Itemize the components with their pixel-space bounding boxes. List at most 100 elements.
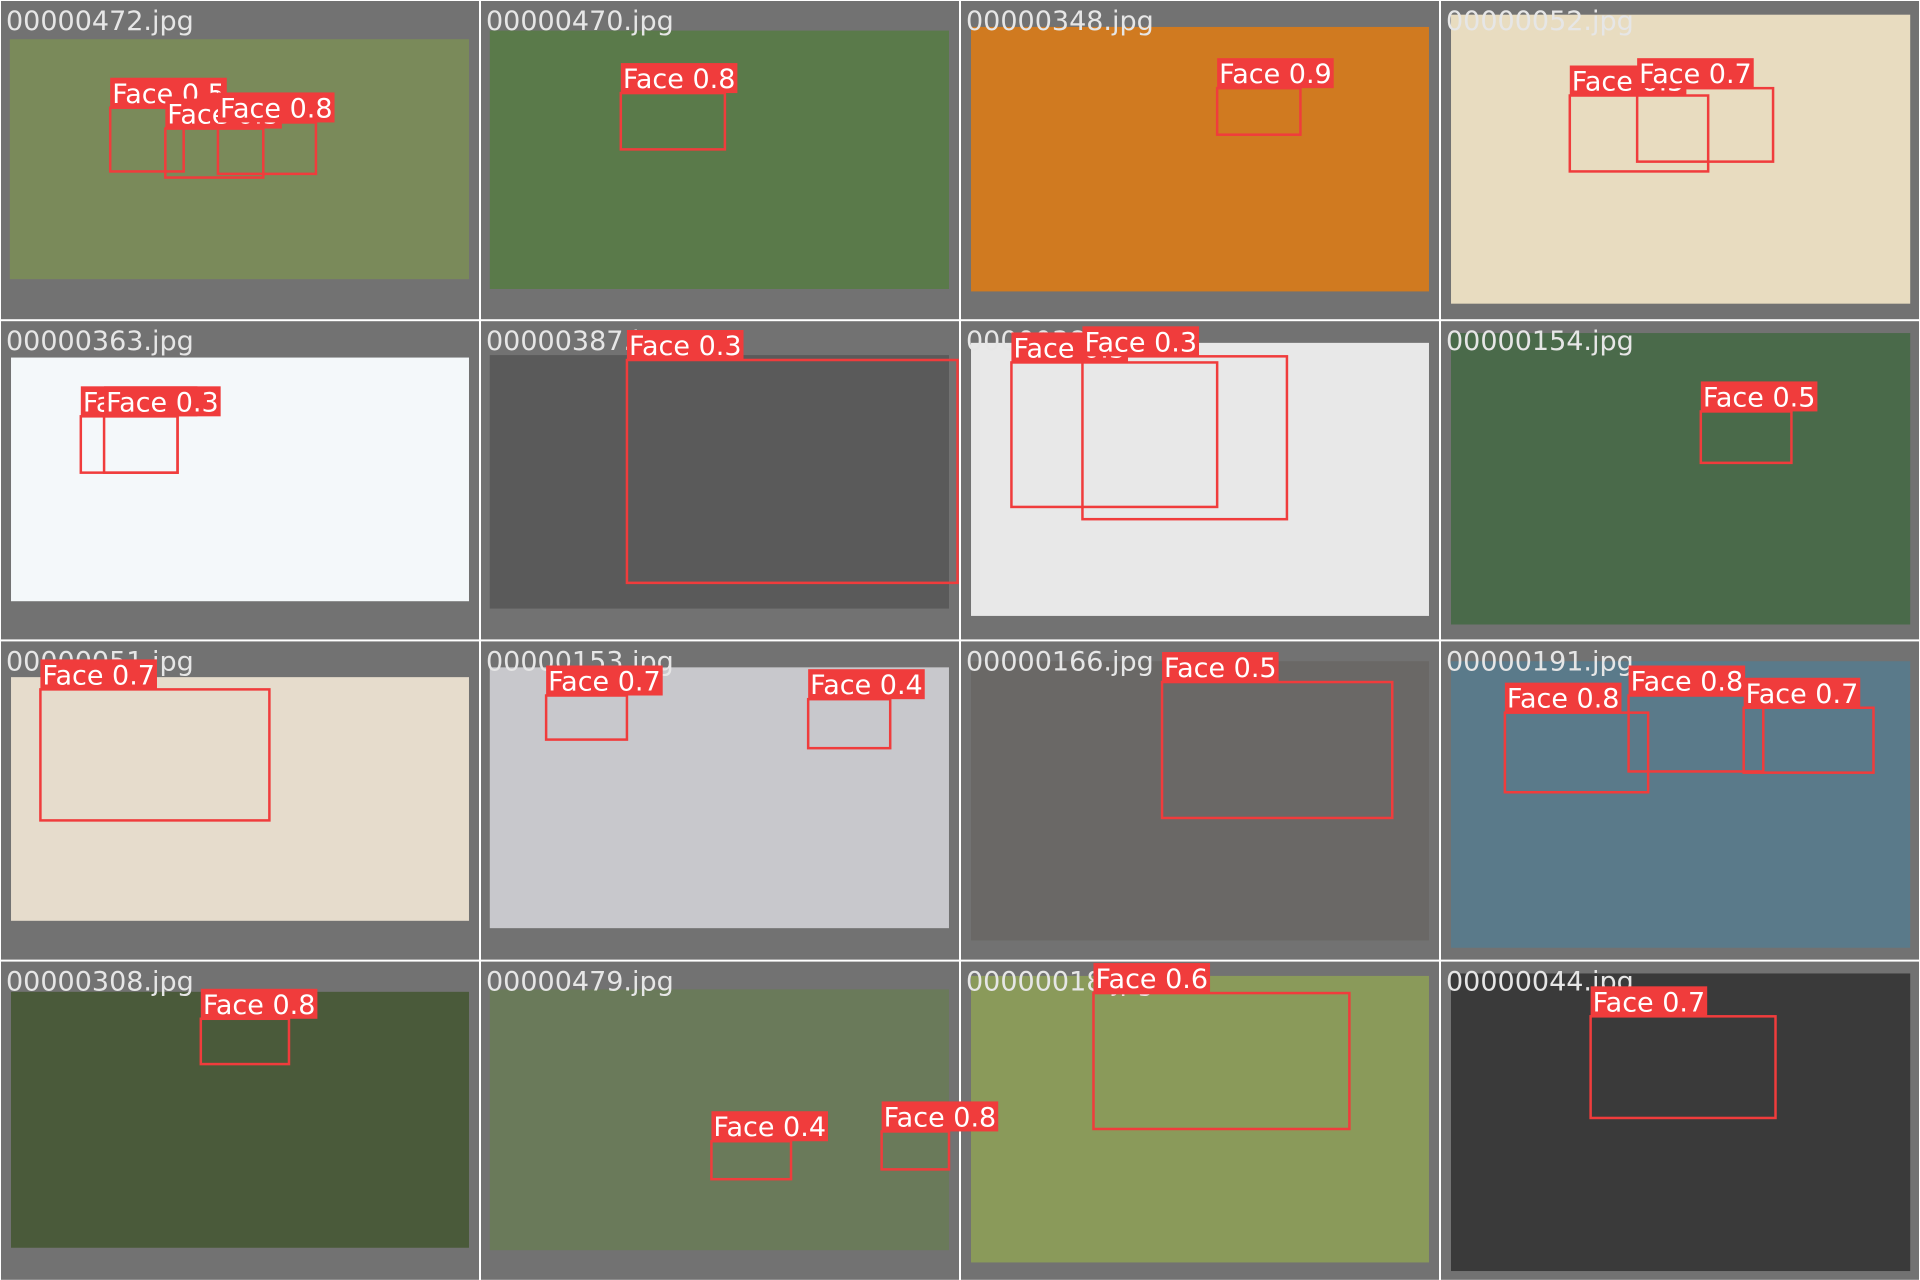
- label-text: Face 0.5: [1164, 653, 1277, 684]
- tile: 00000387.jpg: [481, 321, 959, 640]
- label-text: Face 0.3: [106, 387, 219, 418]
- photo: [971, 661, 1429, 941]
- label-background: [1590, 986, 1708, 1017]
- label-background: [1743, 677, 1861, 708]
- detection-label: Face 0.5: [1700, 381, 1818, 413]
- label-text: Face 0.7: [1639, 59, 1752, 90]
- label-text: Face 0.9: [1219, 59, 1332, 90]
- label-text: Face 0.8: [1507, 684, 1620, 715]
- label-background: [1700, 381, 1818, 412]
- tile: 00000166.jpg: [961, 641, 1439, 960]
- photo: [1451, 973, 1911, 1272]
- detection-label: Face 0.8: [881, 1101, 999, 1133]
- detection-label: Face 0.8: [1504, 682, 1622, 715]
- detection-label: Face 0.7: [546, 665, 663, 698]
- tile: 00000363.jpg: [1, 321, 479, 640]
- detection-label: Face 0.7: [40, 659, 157, 691]
- label-background: [1637, 58, 1754, 89]
- label-text: Face 0.3: [1084, 327, 1197, 358]
- tile: 00000018.jpg: [961, 961, 1439, 1280]
- filename: 00000472.jpg: [6, 6, 194, 37]
- tile: 00000348.jpg: [961, 1, 1439, 320]
- label-text: Face 0.7: [548, 667, 661, 698]
- label-background: [626, 330, 744, 360]
- filename: 00000308.jpg: [6, 967, 194, 998]
- label-text: Face 0.8: [623, 64, 736, 95]
- label-text: Face 0.7: [1746, 679, 1859, 710]
- tile: 00000386.jpg: [961, 321, 1439, 640]
- label-text: Face 0.5: [1703, 382, 1816, 413]
- photo: [1451, 14, 1911, 304]
- label-background: [808, 669, 925, 700]
- photo: [11, 677, 469, 921]
- tile: 00000154.jpg: [1441, 321, 1919, 640]
- photo: [971, 26, 1429, 292]
- detection-label: Face 0.4: [711, 1111, 829, 1143]
- label-background: [104, 386, 221, 417]
- detection-label: Face 0.3: [1082, 326, 1200, 358]
- filename: 00000191.jpg: [1446, 646, 1634, 677]
- label-text: Face 0.7: [1593, 987, 1706, 1018]
- label-background: [200, 988, 318, 1019]
- detection-label: Face 0.8: [1628, 665, 1746, 698]
- filename: 00000166.jpg: [966, 646, 1154, 677]
- filename: 00000470.jpg: [486, 6, 674, 37]
- label-text: Face 0.4: [810, 670, 923, 701]
- photo: [971, 342, 1429, 616]
- photo: [11, 991, 469, 1248]
- label-background: [1217, 58, 1334, 89]
- detection-label: Face 0.3: [626, 330, 744, 362]
- filename: 00000154.jpg: [1446, 326, 1634, 357]
- photo: [9, 39, 469, 280]
- photo: [1451, 333, 1911, 625]
- tile: 00000153.jpg: [481, 641, 959, 960]
- detection-label: Face 0.5: [110, 77, 227, 110]
- label-background: [1093, 963, 1211, 994]
- photo: [489, 667, 949, 929]
- detection-label: Face 0.8: [620, 63, 738, 95]
- label-background: [1628, 665, 1746, 696]
- label-background: [546, 665, 663, 696]
- label-background: [1162, 652, 1279, 683]
- tile: 00000051.jpg: [1, 641, 479, 960]
- detection-label: Face 0.9: [1217, 58, 1334, 90]
- detection-label: Face 0.8: [217, 92, 335, 124]
- filename: 00000348.jpg: [966, 6, 1154, 37]
- label-text: Face 0.8: [884, 1102, 997, 1133]
- detection-label: Face 0.7: [1743, 677, 1861, 710]
- tile: 00000470.jpg: [481, 1, 959, 320]
- label-background: [1504, 682, 1622, 713]
- detection-label: Face 0.7: [1637, 58, 1754, 90]
- detection-label: Face 0.5: [1162, 652, 1279, 684]
- detection-label: Face 0.6: [1093, 963, 1211, 995]
- detection-label: Face 0.4: [808, 669, 925, 701]
- label-background: [620, 63, 738, 94]
- label-text: Face 0.8: [203, 990, 316, 1021]
- tile: 00000052.jpg: [1441, 1, 1919, 320]
- photo: [971, 975, 1429, 1263]
- filename: 00000052.jpg: [1446, 6, 1634, 37]
- detection-box: [1092, 991, 1351, 1131]
- detection-label: Face 0.7: [1590, 986, 1708, 1018]
- label-text: Face 0.3: [629, 331, 742, 362]
- label-background: [40, 659, 157, 690]
- tile: 00000472.jpg: [1, 1, 479, 320]
- label-background: [1082, 326, 1200, 357]
- label-text: Face 0.4: [713, 1112, 826, 1143]
- detection-label: Face 0.8: [200, 988, 318, 1021]
- filename: 00000479.jpg: [486, 967, 674, 998]
- label-background: [711, 1111, 829, 1142]
- label-text: Face 0.6: [1095, 964, 1208, 995]
- label-text: Face 0.8: [1631, 667, 1744, 698]
- label-text: Face 0.7: [42, 660, 155, 691]
- detection-box: [625, 358, 959, 585]
- label-text: Face 0.8: [220, 93, 333, 124]
- photo: [489, 355, 949, 609]
- detection-label: Face 0.3: [104, 386, 221, 418]
- label-background: [881, 1101, 999, 1132]
- label-background: [217, 92, 335, 123]
- photo: [11, 357, 469, 602]
- filename: 00000363.jpg: [6, 326, 194, 357]
